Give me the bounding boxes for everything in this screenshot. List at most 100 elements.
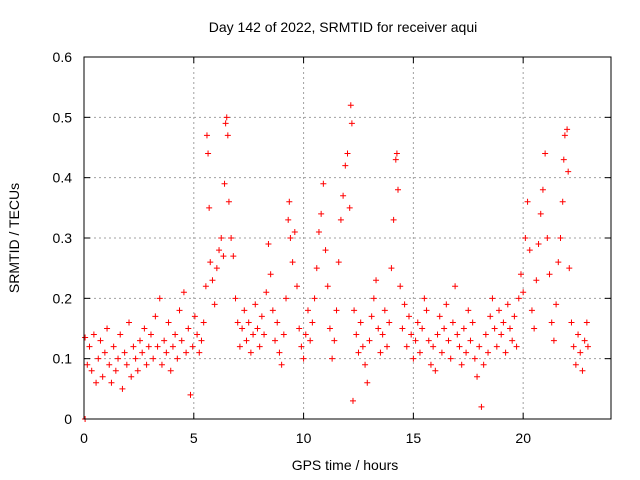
data-point (112, 367, 119, 374)
data-point (381, 307, 388, 314)
data-point (568, 319, 575, 326)
data-point (403, 343, 410, 350)
data-point (283, 295, 290, 302)
data-point (548, 319, 555, 326)
data-point (163, 349, 170, 356)
data-point (452, 283, 459, 290)
data-point (191, 313, 198, 320)
data-point (414, 319, 421, 326)
data-point (570, 343, 577, 350)
data-point (528, 307, 535, 314)
data-point (386, 319, 393, 326)
y-tick-label-0.6: 0.6 (53, 49, 73, 65)
data-point (322, 247, 329, 254)
data-point (351, 307, 358, 314)
data-point (335, 259, 342, 266)
data-point (169, 343, 176, 350)
data-point (194, 331, 201, 338)
data-point (366, 337, 373, 344)
data-point (478, 403, 485, 410)
data-point (560, 156, 567, 163)
data-point (520, 289, 527, 296)
data-points (82, 102, 591, 422)
data-point (347, 102, 354, 109)
data-point (467, 337, 474, 344)
data-point (82, 334, 89, 341)
data-point (498, 331, 505, 338)
data-point (377, 349, 384, 356)
x-tick-label-15: 15 (406, 430, 422, 446)
y-tick-label-0.2: 0.2 (53, 290, 73, 306)
data-point (276, 349, 283, 356)
data-point (241, 307, 248, 314)
data-point (489, 295, 496, 302)
data-point (265, 241, 272, 248)
data-point (263, 289, 270, 296)
y-tick-label-0.3: 0.3 (53, 230, 73, 246)
chart-title: Day 142 of 2022, SRMTID for receiver aqu… (209, 19, 477, 35)
data-point (476, 343, 483, 350)
data-point (539, 186, 546, 193)
data-point (225, 198, 232, 205)
data-point (150, 355, 157, 362)
data-point (331, 337, 338, 344)
data-point (408, 331, 415, 338)
data-point (243, 337, 250, 344)
data-point (158, 361, 165, 368)
data-point (412, 337, 419, 344)
data-point (318, 210, 325, 217)
data-point (302, 331, 309, 338)
data-point (101, 349, 108, 356)
data-point (95, 355, 102, 362)
data-point (232, 295, 239, 302)
data-point (117, 331, 124, 338)
data-point (261, 331, 268, 338)
data-point (493, 343, 500, 350)
data-point (307, 337, 314, 344)
data-point (90, 331, 97, 338)
data-point (474, 373, 481, 380)
data-point (313, 265, 320, 272)
data-point (337, 216, 344, 223)
data-point (222, 120, 229, 127)
data-point (421, 295, 428, 302)
data-point (513, 343, 520, 350)
data-point (427, 361, 434, 368)
data-point (515, 295, 522, 302)
data-point (223, 114, 230, 121)
data-point (575, 331, 582, 338)
data-point (143, 361, 150, 368)
data-point (579, 367, 586, 374)
data-point (390, 216, 397, 223)
data-point (178, 337, 185, 344)
data-point (108, 379, 115, 386)
plot-frame (83, 56, 612, 420)
data-point (141, 325, 148, 332)
data-point (156, 295, 163, 302)
data-point (460, 325, 467, 332)
x-axis-label: GPS time / hours (292, 457, 399, 473)
data-point (245, 319, 252, 326)
data-point (456, 343, 463, 350)
data-point (239, 325, 246, 332)
data-point (320, 180, 327, 187)
data-point (247, 349, 254, 356)
data-point (346, 204, 353, 211)
data-point (154, 343, 161, 350)
y-tick-label-0.5: 0.5 (53, 109, 73, 125)
data-point (344, 150, 351, 157)
data-point (397, 283, 404, 290)
data-point (471, 355, 478, 362)
x-tick-label-20: 20 (515, 430, 531, 446)
data-point (130, 343, 137, 350)
data-point (315, 228, 322, 235)
data-point (84, 361, 91, 368)
data-point (228, 235, 235, 241)
y-tick-label-0.4: 0.4 (53, 170, 73, 186)
data-point (134, 367, 141, 374)
x-tick-label-0: 0 (80, 430, 88, 446)
data-point (496, 307, 503, 314)
data-point (425, 337, 432, 344)
x-tick-label-10: 10 (296, 430, 312, 446)
data-point (115, 355, 122, 362)
